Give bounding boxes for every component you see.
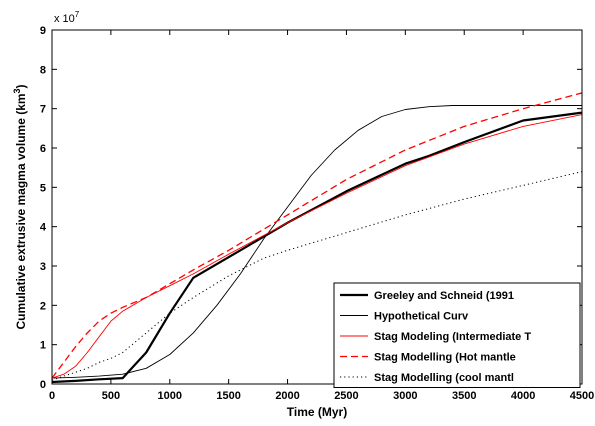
legend-label-4: Stag Modelling (Hot mantle: [374, 352, 516, 364]
x-tick-label: 1000: [158, 390, 182, 402]
legend: Greeley and Schneid (1991 Hypothetical Cu…: [333, 282, 581, 388]
y-multiplier-exp: 7: [75, 10, 80, 19]
y-tick-label: 1: [40, 340, 46, 352]
series-layer: [52, 92, 582, 384]
y-tick-label: 4: [40, 222, 47, 234]
y-tick-label: 9: [40, 25, 46, 37]
y-axis-label-main: Cumulative extrusive magma volume (km: [14, 93, 28, 329]
y-multiplier: x 107: [54, 10, 80, 25]
y-tick-label: 2: [40, 300, 46, 312]
series-line-1: [52, 111, 582, 384]
y-tick-label: 8: [40, 64, 46, 76]
x-tick-label: 3500: [452, 390, 476, 402]
series-line-5: [52, 171, 582, 381]
y-tick-label: 3: [40, 261, 46, 273]
x-tick-label: 2500: [334, 390, 358, 402]
y-axis-label-exp: 3: [12, 88, 22, 93]
series-line-4: [52, 92, 582, 379]
y-tick-label: 7: [40, 104, 46, 116]
legend-box: [333, 282, 581, 388]
x-tick-label: 500: [102, 390, 120, 402]
x-tick-label: 2000: [275, 390, 299, 402]
series-line-3: [52, 114, 582, 379]
y-axis-label-close: ): [14, 84, 28, 88]
series-line-2: [52, 105, 582, 379]
y-tick-label: 5: [40, 182, 46, 194]
x-tick-label: 4000: [511, 390, 535, 402]
legend-label-2: Hypothetical Curv: [374, 311, 469, 323]
legend-label-5: Stag Modelling (cool mantl: [374, 372, 514, 384]
x-tick-label: 4500: [570, 390, 594, 402]
x-tick-label: 3000: [393, 390, 417, 402]
legend-label-3: Stag Modeling (Intermediate T: [374, 331, 531, 343]
y-axis-label: Cumulative extrusive magma volume (km3): [12, 84, 28, 329]
x-tick-label: 0: [49, 390, 55, 402]
x-axis-label: Time (Myr): [287, 405, 347, 419]
legend-label-1: Greeley and Schneid (1991: [374, 290, 514, 302]
x-tick-label: 1500: [216, 390, 240, 402]
y-tick-label: 0: [40, 379, 46, 391]
y-tick-label: 6: [40, 143, 46, 155]
legend-items: Greeley and Schneid (1991 Hypothetical Cu…: [340, 290, 531, 384]
y-multiplier-base: x 10: [54, 13, 75, 25]
plot-frame: [51, 29, 583, 385]
